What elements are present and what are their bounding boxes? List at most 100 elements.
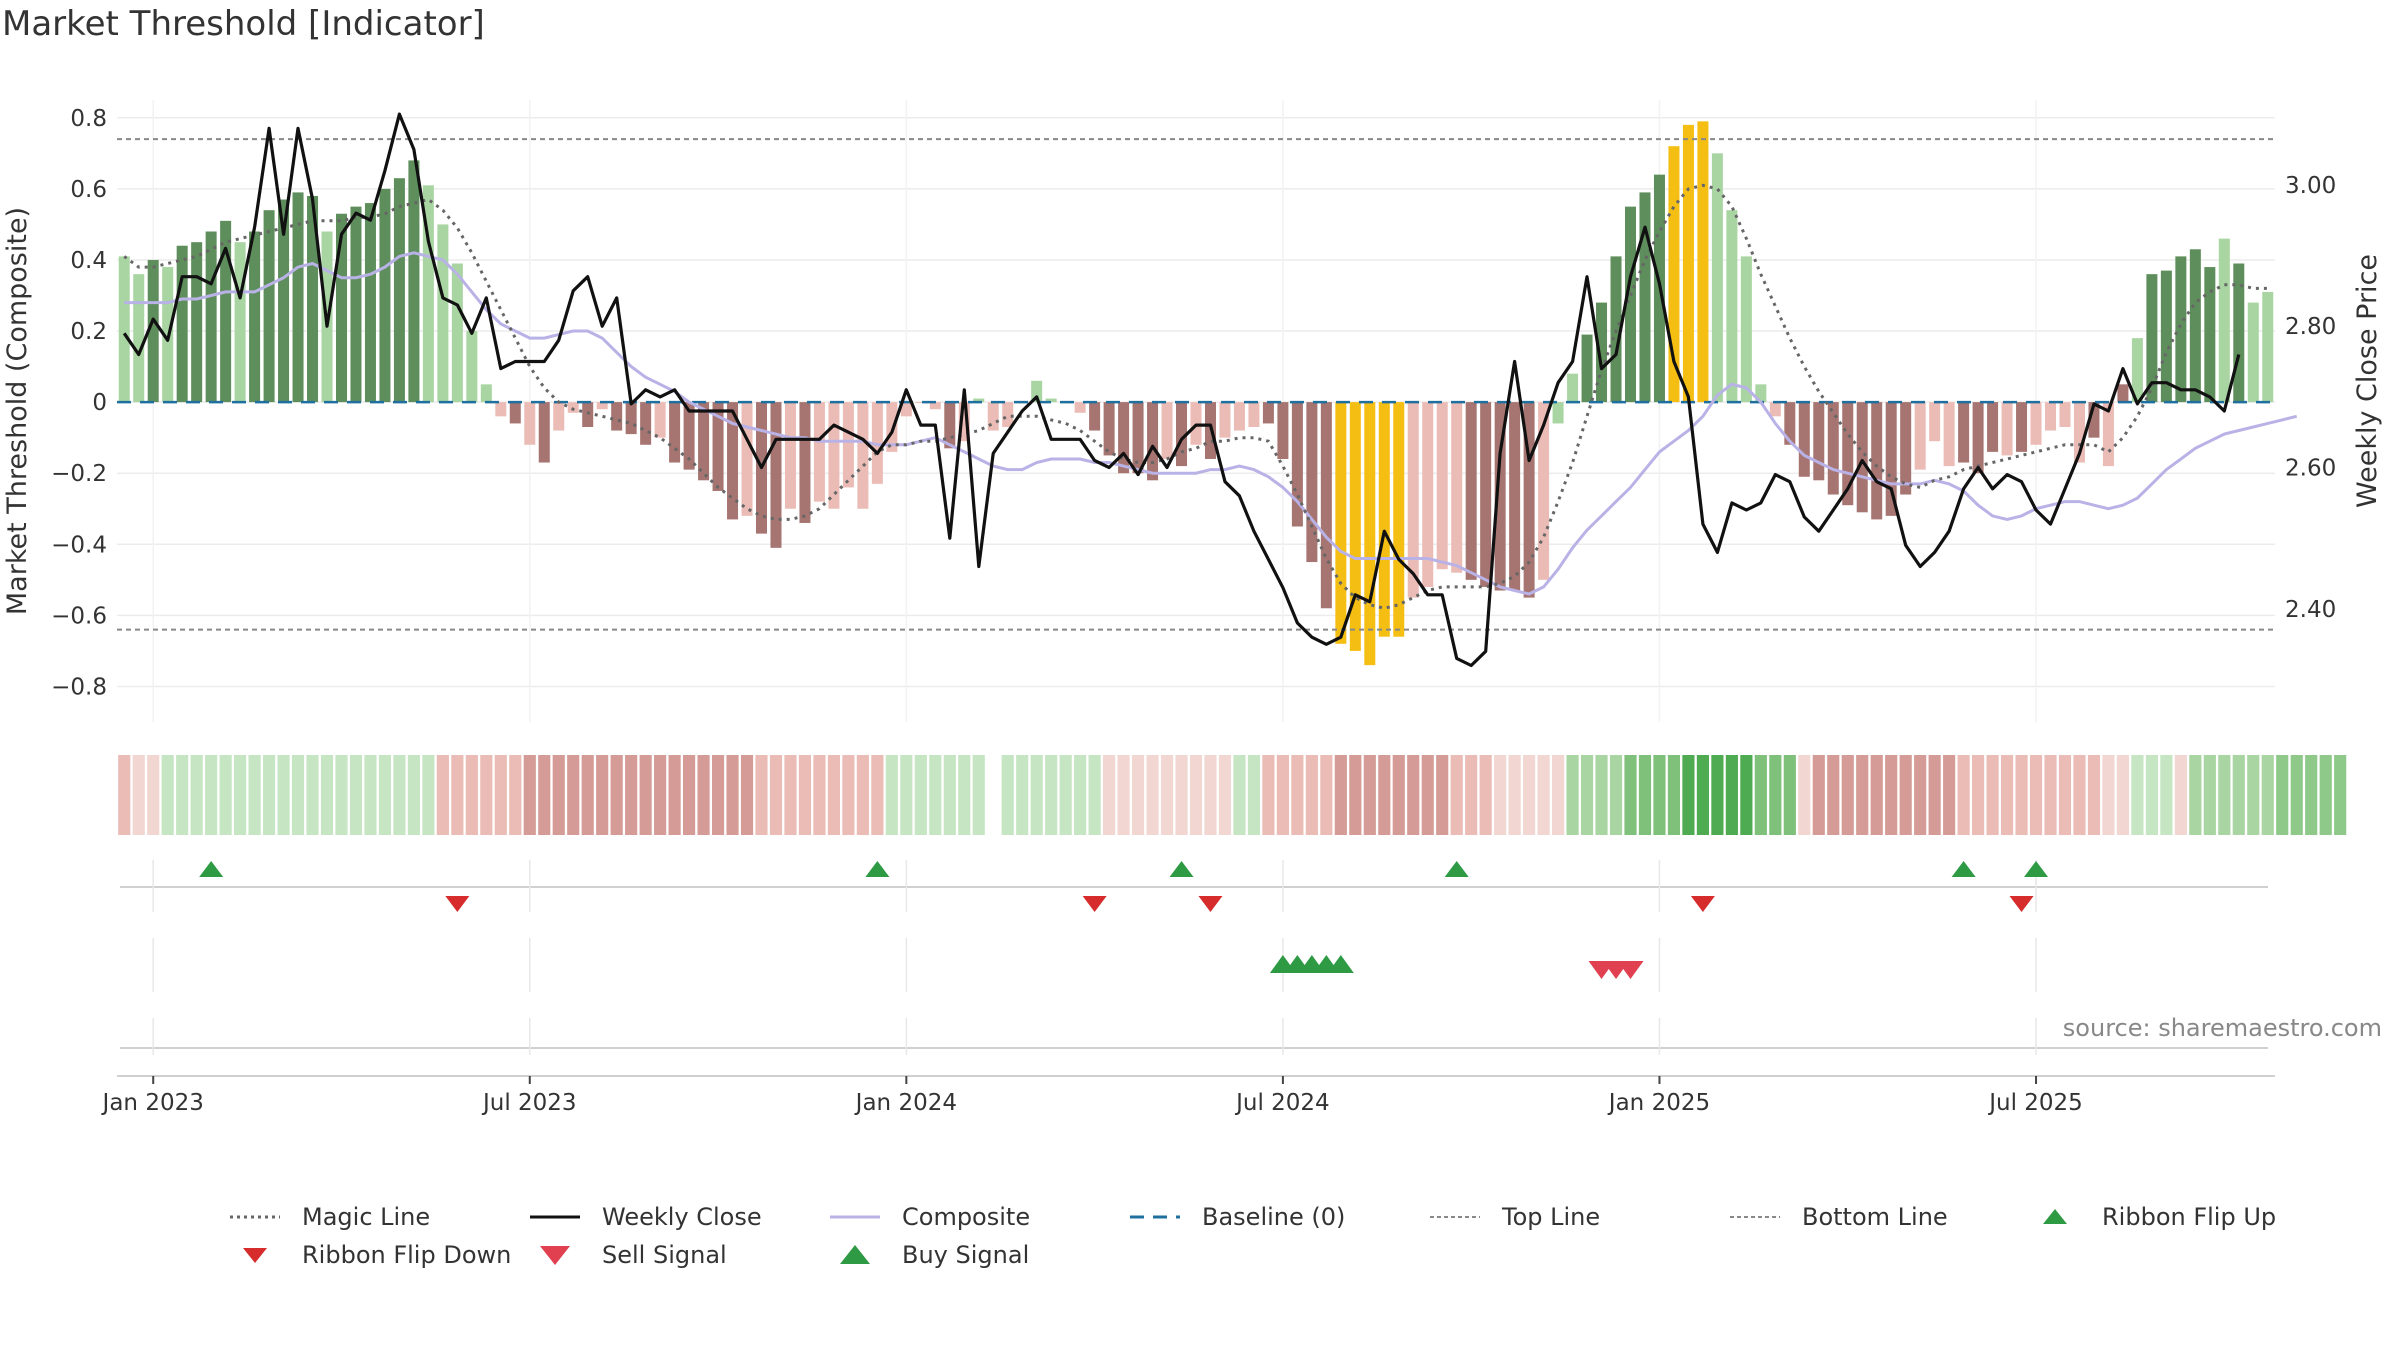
- composite-icon: [830, 1215, 880, 1219]
- composite-bar: [364, 203, 376, 403]
- composite-bar: [1885, 402, 1897, 516]
- ribbon-cell: [1812, 755, 1825, 835]
- y-tick-label: −0.8: [51, 674, 107, 700]
- x-tick-label: Jul 2023: [481, 1090, 577, 1116]
- composite-bar: [1161, 402, 1173, 459]
- ribbon-cell: [480, 755, 493, 835]
- ribbon-cell: [625, 755, 638, 835]
- y-tick-label: 0: [92, 390, 107, 416]
- composite-bar: [176, 245, 188, 403]
- legend-label-ribbon-flip-down: Ribbon Flip Down: [302, 1241, 512, 1269]
- composite-bar: [727, 402, 739, 520]
- ribbon-cell: [219, 755, 232, 835]
- ribbon-cell: [1580, 755, 1594, 835]
- ribbon-cell: [697, 755, 710, 835]
- ribbon-cell: [1160, 755, 1174, 835]
- ribbon-flip-up-marker: [865, 861, 890, 877]
- composite-bar: [1407, 402, 1419, 598]
- composite-bar: [466, 331, 478, 403]
- ribbon-cell: [2261, 755, 2274, 835]
- magic-line-icon: [230, 1215, 280, 1219]
- composite-bar: [654, 402, 666, 438]
- composite-bar: [1364, 402, 1376, 666]
- composite-bar: [1132, 402, 1144, 474]
- ribbon-cell: [132, 755, 145, 835]
- composite-bar: [509, 402, 521, 424]
- ribbon-cell: [1204, 755, 1217, 835]
- composite-bar: [1451, 402, 1463, 573]
- ribbon-cell: [1436, 755, 1449, 835]
- legend-item-baseline: Baseline (0): [1120, 1200, 1345, 1234]
- ribbon-cell: [1899, 755, 1912, 835]
- composite-bar: [1726, 210, 1738, 403]
- composite-bar: [2204, 267, 2216, 403]
- composite-bar: [1987, 402, 1999, 452]
- ribbon-cell: [1551, 755, 1565, 835]
- ribbon-cell: [1638, 755, 1652, 835]
- composite-bar: [1320, 402, 1332, 609]
- y2-tick-label: 2.40: [2285, 597, 2336, 623]
- ribbon-cell: [465, 755, 478, 835]
- composite-bar: [538, 402, 550, 463]
- composite-bar: [495, 402, 507, 417]
- legend-item-ribbon-flip-down: Ribbon Flip Down: [220, 1238, 511, 1272]
- ribbon-cell: [596, 755, 609, 835]
- ribbon-cell: [1218, 755, 1232, 835]
- ribbon-cell: [364, 755, 377, 835]
- ribbon-flip-down-marker: [2009, 896, 2034, 912]
- composite-bar: [1914, 402, 1926, 470]
- composite-bar: [147, 259, 159, 403]
- composite-bar: [2088, 402, 2100, 438]
- ribbon-flip-down-marker: [1082, 896, 1107, 912]
- legend-item-top-line: Top Line: [1420, 1200, 1600, 1234]
- ribbon-cell: [2247, 755, 2260, 835]
- composite-bar: [1147, 402, 1159, 481]
- composite-bar: [929, 402, 941, 410]
- ribbon-cell: [1059, 755, 1072, 835]
- ribbon-cell: [1045, 755, 1058, 835]
- ribbon-cell: [335, 755, 348, 835]
- ribbon-cell: [248, 755, 261, 835]
- composite-bar: [1827, 402, 1839, 495]
- composite-bar: [1624, 206, 1637, 403]
- ribbon-cell: [1320, 755, 1333, 835]
- ribbon-cell: [827, 755, 841, 835]
- ribbon-cell: [161, 755, 174, 835]
- composite-bar: [1581, 334, 1593, 403]
- ribbon-cell: [1508, 755, 1521, 835]
- ribbon-cell: [2203, 755, 2216, 835]
- legend-item-buy-signal: Buy Signal: [820, 1238, 1029, 1272]
- composite-bar: [1176, 402, 1188, 467]
- composite-bar: [1711, 153, 1723, 403]
- ribbon-cell: [871, 755, 884, 835]
- composite-bar: [234, 242, 246, 403]
- composite-bar: [379, 188, 391, 403]
- composite-bar: [1509, 402, 1521, 591]
- composite-bar: [1900, 402, 1912, 495]
- y-tick-label: 0.4: [70, 248, 107, 274]
- composite-bar: [669, 402, 681, 463]
- ribbon-cell: [2131, 755, 2144, 835]
- ribbon-cell: [740, 755, 754, 835]
- ribbon-cell: [1798, 755, 1811, 835]
- ribbon-cell: [755, 755, 768, 835]
- ribbon-cell: [538, 755, 551, 835]
- y2-tick-label: 3.00: [2285, 173, 2336, 199]
- composite-bar: [335, 213, 347, 403]
- legend-label-buy-signal: Buy Signal: [902, 1241, 1030, 1269]
- composite-bar: [2160, 270, 2172, 403]
- ribbon-cell: [1146, 755, 1159, 835]
- composite-bar: [1798, 402, 1810, 477]
- composite-bar: [1740, 256, 1752, 403]
- ribbon-cell: [914, 755, 927, 835]
- ribbon-cell: [2073, 755, 2086, 835]
- ribbon-flip-up-marker: [199, 861, 224, 877]
- composite-bar: [1306, 402, 1318, 563]
- y-tick-label: −0.6: [51, 603, 107, 629]
- ribbon-cell: [2116, 755, 2130, 835]
- ribbon-cell: [2145, 755, 2158, 835]
- composite-bar: [1190, 402, 1202, 445]
- composite-bar: [944, 402, 956, 449]
- ribbon-cell: [234, 755, 247, 835]
- composite-bar: [393, 178, 405, 403]
